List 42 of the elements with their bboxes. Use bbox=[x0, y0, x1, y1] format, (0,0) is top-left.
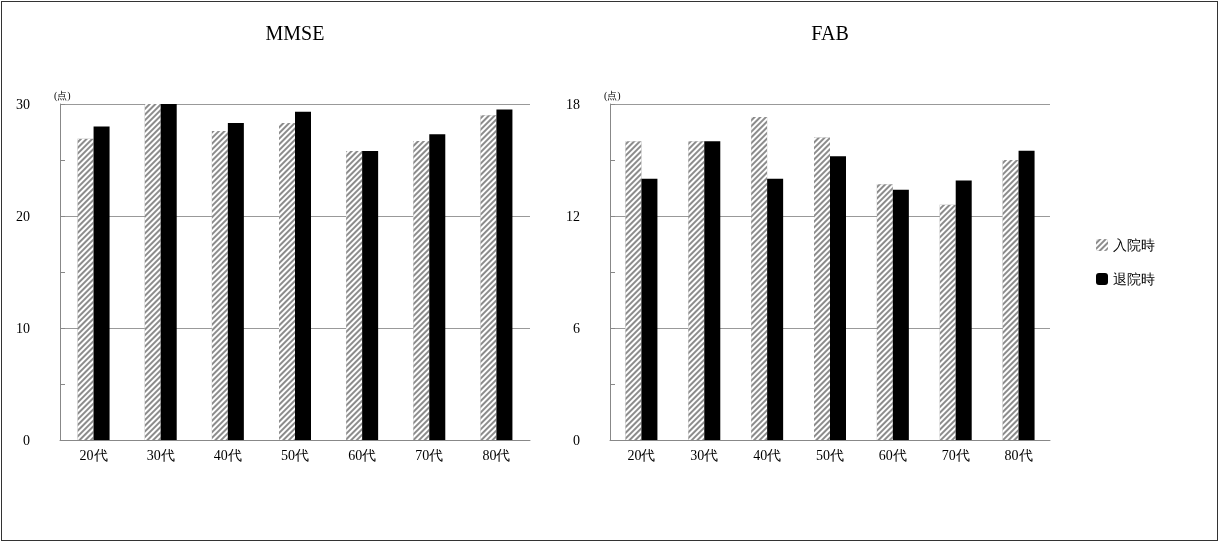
legend-label: 退院時 bbox=[1113, 271, 1155, 287]
x-tick-label: 70代 bbox=[941, 447, 970, 463]
y-tick-label: 10 bbox=[16, 320, 30, 336]
bar bbox=[767, 178, 784, 440]
x-tick-label: 50代 bbox=[816, 447, 844, 463]
bar bbox=[93, 126, 110, 440]
y-tick-label: 18 bbox=[566, 96, 580, 112]
y-tick-label: 12 bbox=[566, 208, 580, 224]
x-tick-label: 60代 bbox=[878, 447, 907, 463]
y-tick-label: 0 bbox=[23, 432, 30, 448]
x-tick-label: 50代 bbox=[281, 447, 309, 463]
x-tick-label: 20代 bbox=[79, 447, 108, 463]
x-tick-label: 80代 bbox=[482, 447, 511, 463]
x-tick-label: 20代 bbox=[627, 447, 656, 463]
x-tick-label: 70代 bbox=[415, 447, 444, 463]
y-tick-label: 20 bbox=[16, 208, 30, 224]
bar bbox=[160, 104, 177, 440]
legend-label: 入院時 bbox=[1113, 237, 1155, 253]
bar bbox=[362, 151, 379, 440]
x-tick-label: 30代 bbox=[690, 447, 719, 463]
bar bbox=[429, 134, 446, 440]
bar bbox=[1018, 150, 1035, 440]
y-tick-label: 30 bbox=[16, 96, 30, 112]
chart-title: MMSE bbox=[265, 22, 325, 44]
x-tick-label: 80代 bbox=[1004, 447, 1033, 463]
bar bbox=[704, 141, 721, 440]
bar bbox=[295, 111, 311, 440]
x-tick-label: 60代 bbox=[348, 447, 377, 463]
bar bbox=[955, 180, 972, 440]
bar bbox=[892, 189, 909, 440]
x-tick-label: 30代 bbox=[146, 447, 175, 463]
bar bbox=[227, 123, 244, 440]
chart-title: FAB bbox=[811, 22, 849, 44]
bar bbox=[496, 109, 513, 440]
bar bbox=[641, 178, 658, 440]
y-axis-title: (点) bbox=[604, 89, 621, 102]
bar bbox=[830, 156, 846, 440]
x-tick-label: 40代 bbox=[213, 447, 242, 463]
x-tick-label: 40代 bbox=[753, 447, 782, 463]
y-axis-title: (点) bbox=[54, 89, 71, 102]
y-tick-label: 6 bbox=[573, 320, 580, 336]
y-tick-label: 0 bbox=[573, 432, 580, 448]
